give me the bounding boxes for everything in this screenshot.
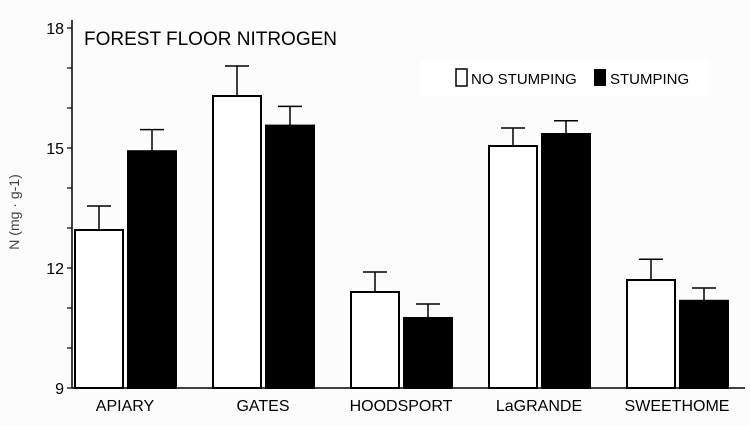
bar-no-stumping [350,291,400,389]
y-tick-label: 9 [55,381,64,398]
legend: NO STUMPING STUMPING [420,60,710,96]
x-tick-label: APIARY [96,398,155,415]
bar-no-stumping [212,95,262,389]
bar-no-stumping [626,279,676,389]
bar-stumping [541,133,591,389]
chart-title: FOREST FLOOR NITROGEN [84,29,337,50]
x-tick-label: LaGRANDE [496,398,582,415]
x-tick-label: SWEETHOME [625,398,730,415]
bar-stumping [403,317,453,389]
y-tick-label: 12 [46,261,64,278]
x-tick-label: GATES [236,398,289,415]
legend-swatch-no-stumping [455,68,468,87]
legend-label-no-stumping: NO STUMPING [471,71,577,88]
y-tick-label: 15 [46,141,64,158]
x-tick-label: HOODSPORT [350,398,453,415]
legend-swatch-stumping [594,69,606,86]
y-tick-label: 18 [46,21,64,38]
bar-no-stumping [74,229,124,389]
legend-label-stumping: STUMPING [610,71,689,88]
bar-stumping [127,150,177,389]
bar-stumping [679,299,729,389]
bar-stumping [265,124,315,389]
y-axis-label: N (mg · g-1) [6,174,22,249]
bar-no-stumping [488,145,538,389]
